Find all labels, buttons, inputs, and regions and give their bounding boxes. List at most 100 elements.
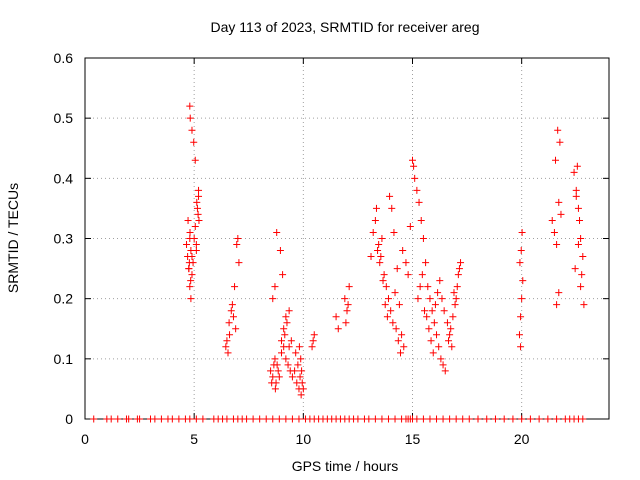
data-point	[421, 307, 429, 315]
data-point	[419, 415, 427, 423]
data-point	[452, 295, 460, 303]
data-point	[447, 325, 455, 333]
data-point	[231, 283, 239, 291]
data-point	[282, 313, 290, 321]
data-point	[426, 295, 434, 303]
data-point	[371, 415, 379, 423]
x-tick-label: 20	[514, 431, 530, 447]
x-tick-label: 10	[296, 431, 312, 447]
data-point	[354, 415, 362, 423]
data-point	[191, 222, 199, 230]
data-point	[570, 168, 578, 176]
data-point	[125, 415, 133, 423]
data-point	[438, 295, 446, 303]
y-tick-label: 0.6	[54, 50, 74, 66]
y-tick-label: 0.5	[54, 110, 74, 126]
data-point	[107, 415, 115, 423]
data-point	[515, 331, 523, 339]
data-point	[445, 337, 453, 345]
data-point	[577, 283, 585, 291]
data-point	[382, 283, 390, 291]
data-point	[554, 126, 562, 134]
data-point	[577, 235, 585, 242]
data-point	[275, 373, 283, 381]
data-point	[342, 319, 350, 327]
data-point	[194, 210, 202, 218]
y-axis-label: SRMTID / TECUs	[5, 183, 21, 293]
data-point	[276, 247, 284, 255]
data-point	[417, 216, 425, 224]
data-point	[393, 265, 401, 273]
data-point	[185, 259, 193, 267]
data-point	[186, 102, 194, 110]
data-point	[573, 162, 581, 170]
data-point	[389, 319, 397, 327]
data-point	[227, 307, 235, 315]
data-point	[298, 367, 306, 375]
data-point	[278, 337, 285, 345]
data-point	[379, 277, 387, 285]
data-point	[392, 325, 400, 333]
x-tick-label: 0	[81, 431, 89, 447]
data-point	[406, 222, 414, 230]
data-point	[267, 367, 275, 375]
data-point	[446, 415, 454, 423]
data-point	[441, 367, 449, 375]
data-point	[232, 325, 240, 333]
data-point	[297, 391, 305, 399]
data-point	[278, 349, 285, 357]
data-point	[309, 337, 317, 345]
data-point	[557, 210, 565, 218]
data-point	[380, 271, 388, 279]
data-point	[223, 337, 231, 345]
y-tick-label: 0	[65, 411, 73, 427]
data-point	[517, 313, 525, 321]
data-point	[443, 319, 451, 327]
data-point	[192, 241, 200, 249]
data-point	[574, 204, 582, 212]
data-point	[548, 216, 556, 224]
data-point	[391, 415, 399, 423]
data-point	[295, 343, 303, 351]
data-point	[90, 415, 98, 423]
data-point	[157, 415, 165, 423]
data-point	[225, 319, 233, 327]
data-point	[544, 415, 552, 423]
data-point	[449, 313, 457, 321]
data-point	[193, 204, 201, 212]
data-point	[579, 415, 587, 423]
tick-layer: 0 0.1 0.2 0.3 0.4 0.5 0.6 0 5 10 15 20	[54, 50, 609, 447]
data-point	[419, 235, 427, 242]
data-point	[274, 367, 282, 375]
data-point	[383, 313, 391, 321]
data-point	[384, 415, 392, 423]
data-point	[394, 337, 402, 345]
data-point	[553, 415, 561, 423]
data-point	[223, 415, 231, 423]
data-point	[243, 415, 251, 423]
data-point	[396, 349, 404, 357]
data-point	[292, 349, 300, 357]
data-point	[249, 415, 257, 423]
data-point	[424, 283, 432, 291]
x-tick-label: 15	[405, 431, 421, 447]
data-point	[372, 204, 380, 212]
data-point	[400, 343, 408, 351]
data-point	[572, 192, 580, 200]
data-point	[294, 361, 302, 369]
data-point	[516, 259, 524, 267]
data-point	[411, 174, 419, 182]
data-point	[500, 415, 508, 423]
data-point	[296, 373, 304, 381]
plot-frame	[84, 57, 610, 420]
data-point	[269, 373, 277, 381]
data-point	[187, 277, 195, 285]
data-point	[299, 385, 307, 393]
data-point	[283, 319, 291, 327]
data-point	[571, 265, 579, 273]
data-point	[381, 301, 389, 309]
data-point	[193, 198, 201, 206]
data-point	[431, 301, 439, 309]
data-point	[288, 373, 296, 381]
